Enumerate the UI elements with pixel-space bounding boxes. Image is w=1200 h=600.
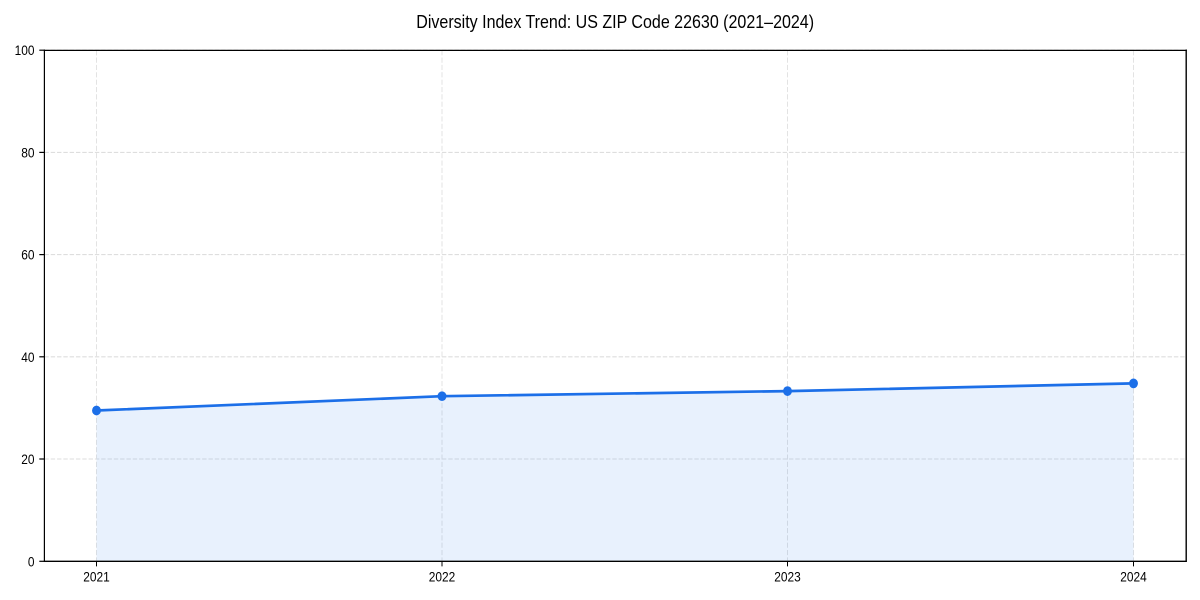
svg-text:2021: 2021 bbox=[83, 568, 109, 584]
svg-text:20: 20 bbox=[21, 451, 34, 467]
svg-text:80: 80 bbox=[21, 145, 34, 161]
svg-text:2024: 2024 bbox=[1120, 568, 1146, 584]
svg-text:60: 60 bbox=[21, 247, 34, 263]
svg-text:2022: 2022 bbox=[429, 568, 455, 584]
svg-text:2023: 2023 bbox=[774, 568, 800, 584]
svg-text:Diversity Index Trend: US ZIP: Diversity Index Trend: US ZIP Code 22630… bbox=[416, 11, 814, 32]
svg-text:100: 100 bbox=[15, 42, 35, 58]
svg-text:0: 0 bbox=[28, 554, 35, 570]
svg-text:40: 40 bbox=[21, 349, 34, 365]
